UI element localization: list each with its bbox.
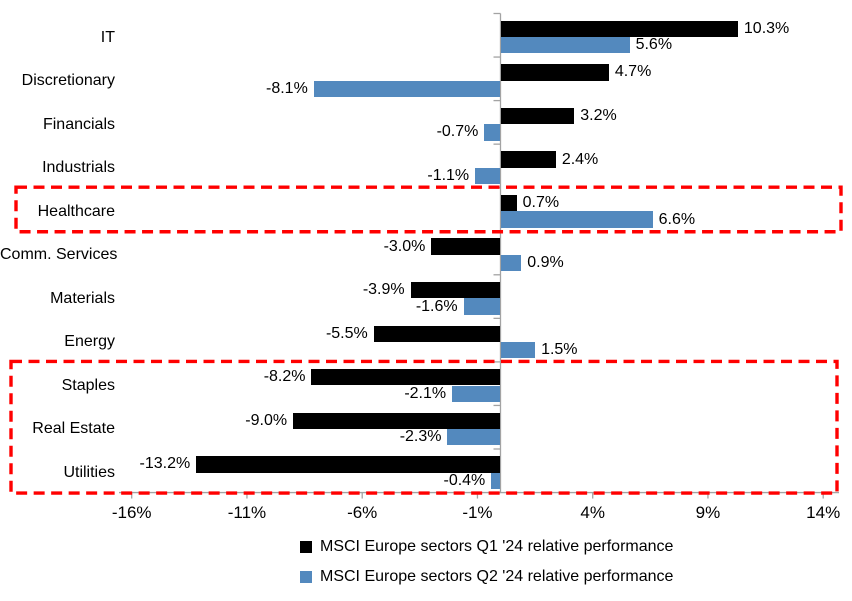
bar-value-label: 0.9%	[527, 254, 564, 272]
category-label: Discretionary	[21, 72, 115, 90]
q2-bar	[500, 341, 536, 359]
q2-bar	[500, 254, 522, 272]
q2-series-swatch-icon	[300, 571, 312, 583]
q1-bar	[293, 412, 501, 430]
bar-value-label: -8.2%	[263, 368, 306, 386]
category-label: Materials	[50, 289, 115, 307]
bar-value-label: 4.7%	[614, 63, 652, 81]
bar-value-label: 0.7%	[522, 194, 560, 212]
q1-series-swatch-icon	[300, 541, 312, 553]
q2-bar	[500, 211, 653, 228]
category-label: Energy	[64, 333, 115, 351]
q1-bar	[500, 107, 575, 125]
q2-bar	[475, 167, 501, 185]
bar-value-label: -0.7%	[436, 123, 479, 141]
q2-bar	[500, 37, 630, 54]
q2-bar	[313, 80, 501, 98]
bar-value-label: 2.4%	[561, 150, 599, 168]
bar-value-label: 6.6%	[658, 210, 696, 228]
legend-item-q1: MSCI Europe sectors Q1 '24 relative perf…	[300, 532, 673, 562]
legend-label-q1: MSCI Europe sectors Q1 '24 relative perf…	[320, 538, 674, 555]
bar-value-label: -1.6%	[415, 297, 458, 315]
category-label: IT	[100, 28, 115, 46]
highlight-dashed-box	[14, 185, 843, 234]
bar-value-label: -9.0%	[245, 411, 288, 429]
legend-item-q2: MSCI Europe sectors Q2 '24 relative perf…	[300, 562, 673, 592]
category-label: Financials	[42, 115, 115, 133]
q2-bar	[447, 429, 501, 446]
bar-value-label: -5.5%	[325, 324, 368, 342]
bar-value-label: 10.3%	[743, 19, 790, 37]
x-tick-label: -1%	[462, 502, 493, 522]
category-label: Staples	[61, 376, 115, 394]
bar-value-label: -2.3%	[399, 428, 442, 446]
q1-bar	[410, 282, 501, 299]
x-tick-label: 14%	[806, 502, 841, 522]
x-tick-label: 4%	[580, 502, 605, 522]
q1-bar	[500, 194, 517, 212]
q2-bar	[491, 472, 501, 489]
bar-value-label: -3.0%	[383, 237, 426, 255]
category-label: Comm. Services	[0, 246, 118, 264]
bar-value-label: -8.1%	[266, 79, 308, 97]
bar-value-label: 5.6%	[635, 36, 673, 54]
x-tick-label: -11%	[227, 502, 267, 522]
x-tick-label: -6%	[347, 502, 378, 522]
legend-label-q2: MSCI Europe sectors Q2 '24 relative perf…	[320, 568, 674, 585]
x-tick-label: -16%	[111, 502, 152, 522]
q2-bar	[463, 298, 501, 315]
category-label: Real Estate	[32, 420, 115, 438]
bar-value-label: 1.5%	[541, 341, 578, 359]
q1-bar	[500, 20, 738, 38]
category-label: Industrials	[42, 159, 115, 177]
q1-bar	[500, 64, 609, 81]
bar-value-label: -3.9%	[362, 281, 405, 299]
chart-legend: MSCI Europe sectors Q1 '24 relative perf…	[300, 532, 673, 592]
bar-value-label: -1.1%	[427, 166, 470, 184]
q1-bar	[431, 238, 501, 255]
category-label: Utilities	[63, 464, 115, 481]
x-tick-label: 9%	[695, 502, 721, 522]
bar-value-label: -0.4%	[443, 471, 486, 489]
bar-value-label: -2.1%	[404, 384, 447, 402]
q1-bar	[500, 151, 556, 168]
q2-bar	[484, 124, 501, 141]
category-label: Healthcare	[37, 202, 115, 220]
bar-value-label: -13.2%	[139, 455, 191, 473]
q1-bar	[373, 325, 501, 342]
q2-bar	[452, 385, 501, 402]
bar-value-label: 3.2%	[580, 107, 617, 124]
